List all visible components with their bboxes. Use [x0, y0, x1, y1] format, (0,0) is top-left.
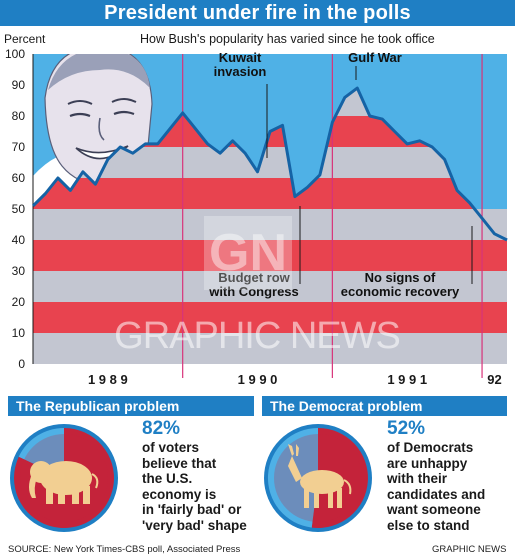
y-tick-label: 100 — [5, 47, 25, 61]
y-tick-label: 40 — [12, 233, 26, 247]
annotation-text: Budget row — [218, 270, 290, 285]
y-tick-label: 80 — [12, 109, 26, 123]
credit-note: GRAPHIC NEWS — [432, 544, 507, 555]
source-note: SOURCE: New York Times-CBS poll, Associa… — [8, 544, 241, 555]
democrat-text-line: else to stand — [387, 517, 470, 533]
democrat-text-line: of Democrats — [387, 440, 474, 455]
democrat-heading-bar: The Democrat problem — [262, 396, 507, 416]
republican-text-line: of voters — [142, 440, 200, 455]
elephant-icon — [29, 461, 99, 504]
democrat-text-line: with their — [387, 471, 447, 486]
y-tick-label: 60 — [12, 171, 26, 185]
under-stripe — [33, 178, 507, 209]
y-tick-label: 0 — [18, 357, 25, 371]
under-stripe — [33, 209, 507, 240]
republican-text-line: believe that — [142, 455, 217, 471]
y-axis: Percent 0 10 20 30 40 50 60 70 80 90 100 — [4, 32, 46, 371]
x-period-label: 92 — [487, 372, 501, 387]
y-tick-label: 30 — [12, 264, 26, 278]
republican-text-line: economy is — [142, 486, 217, 502]
under-stripe — [33, 333, 507, 364]
democrat-text-line: are unhappy — [387, 455, 468, 471]
republican-text-line: in 'fairly bad' or — [142, 502, 242, 517]
annotation-text: with Congress — [208, 284, 299, 299]
watermark-text: GRAPHIC NEWS — [114, 315, 400, 357]
republican-panel: 82% of voters believe that the U.S. econ… — [8, 418, 258, 540]
under-stripe — [33, 271, 507, 302]
title-bar: President under fire in the polls — [0, 0, 515, 26]
portrait-smile — [75, 145, 129, 160]
x-period-label: 1 9 9 0 — [238, 372, 278, 387]
chart-subtitle: How Bush's popularity has varied since h… — [140, 32, 435, 46]
democrat-heading: The Democrat problem — [270, 398, 423, 414]
democrat-text: of Democrats are unhappy with their cand… — [387, 440, 485, 533]
republican-text: of voters believe that the U.S. economy … — [142, 440, 247, 533]
portrait-hair — [48, 54, 150, 90]
gn-logo: GN — [204, 216, 292, 290]
y-axis-label: Percent — [4, 32, 46, 46]
democrat-percent: 52% — [387, 418, 426, 439]
logo-box — [204, 216, 292, 290]
portrait-nose — [98, 117, 105, 141]
democrat-text-line: want someone — [387, 502, 481, 517]
page-title: President under fire in the polls — [104, 1, 411, 24]
democrat-text-line: candidates and — [387, 486, 486, 502]
approval-line — [31, 86, 508, 242]
under-stripe — [33, 240, 507, 271]
portrait-brows — [67, 98, 137, 105]
republican-pie — [10, 424, 118, 532]
democrat-pie — [264, 424, 372, 532]
republican-heading: The Republican problem — [16, 398, 180, 414]
y-tick-label: 70 — [12, 140, 26, 154]
x-axis: 1 9 8 9 1 9 9 0 1 9 9 1 92 — [88, 372, 502, 387]
annotation-text: invasion — [214, 64, 267, 79]
annotation-text: Kuwait — [219, 50, 262, 65]
donkey-icon — [288, 444, 352, 508]
republican-text-line: the U.S. — [142, 471, 193, 486]
democrat-panel: 52% of Democrats are unhappy with their … — [262, 418, 512, 540]
y-tick-label: 20 — [12, 295, 26, 309]
under-stripe — [33, 302, 507, 333]
republican-percent: 82% — [142, 418, 181, 439]
y-tick-label: 50 — [12, 202, 26, 216]
subtitle-text: How Bush's popularity has varied since h… — [140, 32, 435, 46]
annotation-text: No signs of — [365, 270, 436, 285]
annotation-text: economic recovery — [341, 284, 460, 299]
republican-heading-bar: The Republican problem — [8, 396, 254, 416]
x-period-label: 1 9 8 9 — [88, 372, 128, 387]
x-period-label: 1 9 9 1 — [387, 372, 427, 387]
logo-text: GN — [209, 224, 287, 282]
y-tick-label: 10 — [12, 326, 26, 340]
republican-text-line: 'very bad' shape — [142, 517, 247, 533]
y-tick-label: 90 — [12, 78, 26, 92]
portrait-eyes — [69, 110, 135, 118]
annotation-text: Gulf War — [348, 50, 402, 65]
poll-chart: Percent 0 10 20 30 40 50 60 70 80 90 100 Kuwaitinv… — [0, 26, 515, 394]
